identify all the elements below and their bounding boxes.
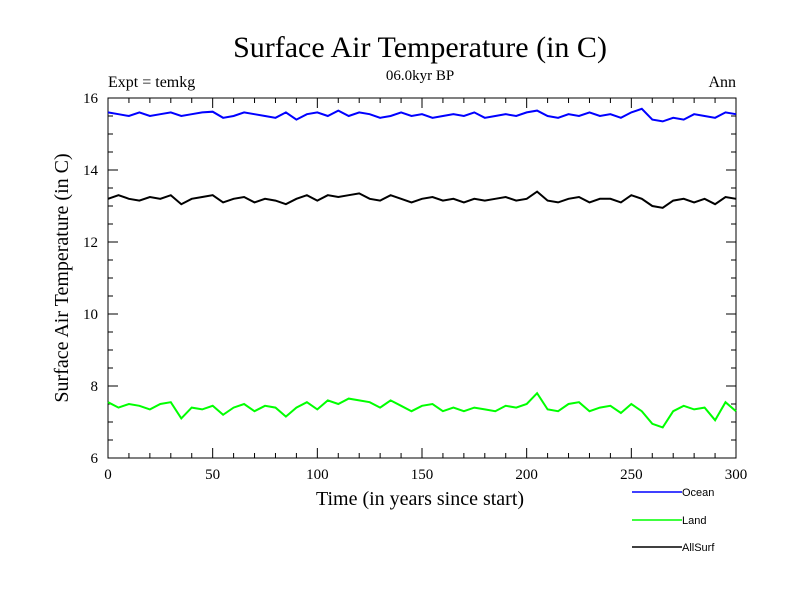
legend-label-ocean: Ocean <box>682 487 714 499</box>
chart-subtitle: 06.0kyr BP <box>386 68 454 84</box>
legend-label-allsurf: AllSurf <box>682 542 715 554</box>
series-line-land <box>107 391 737 429</box>
y-tick-label: 6 <box>91 451 99 467</box>
series-line-ocean <box>107 107 737 123</box>
y-tick-label: 14 <box>83 163 99 179</box>
experiment-label: Expt = temkg <box>108 74 195 91</box>
x-tick-label: 150 <box>411 467 434 483</box>
y-tick-label: 8 <box>91 379 99 395</box>
x-tick-label: 0 <box>104 467 112 483</box>
x-tick-label: 250 <box>620 467 643 483</box>
y-axis-label: Surface Air Temperature (in C) <box>51 153 73 402</box>
x-tick-label: 50 <box>205 467 220 483</box>
y-tick-label: 10 <box>83 307 98 323</box>
y-tick-label: 16 <box>83 91 99 107</box>
x-tick-label: 100 <box>306 467 329 483</box>
y-tick-label: 12 <box>83 235 98 251</box>
x-tick-label: 300 <box>725 467 748 483</box>
season-label: Ann <box>708 74 736 91</box>
chart-title: Surface Air Temperature (in C) <box>233 31 607 64</box>
x-tick-label: 200 <box>515 467 538 483</box>
x-axis-label: Time (in years since start) <box>316 488 524 510</box>
legend-label-land: Land <box>682 515 706 527</box>
plot-frame <box>107 97 737 459</box>
series-line-allsurf <box>107 190 737 209</box>
